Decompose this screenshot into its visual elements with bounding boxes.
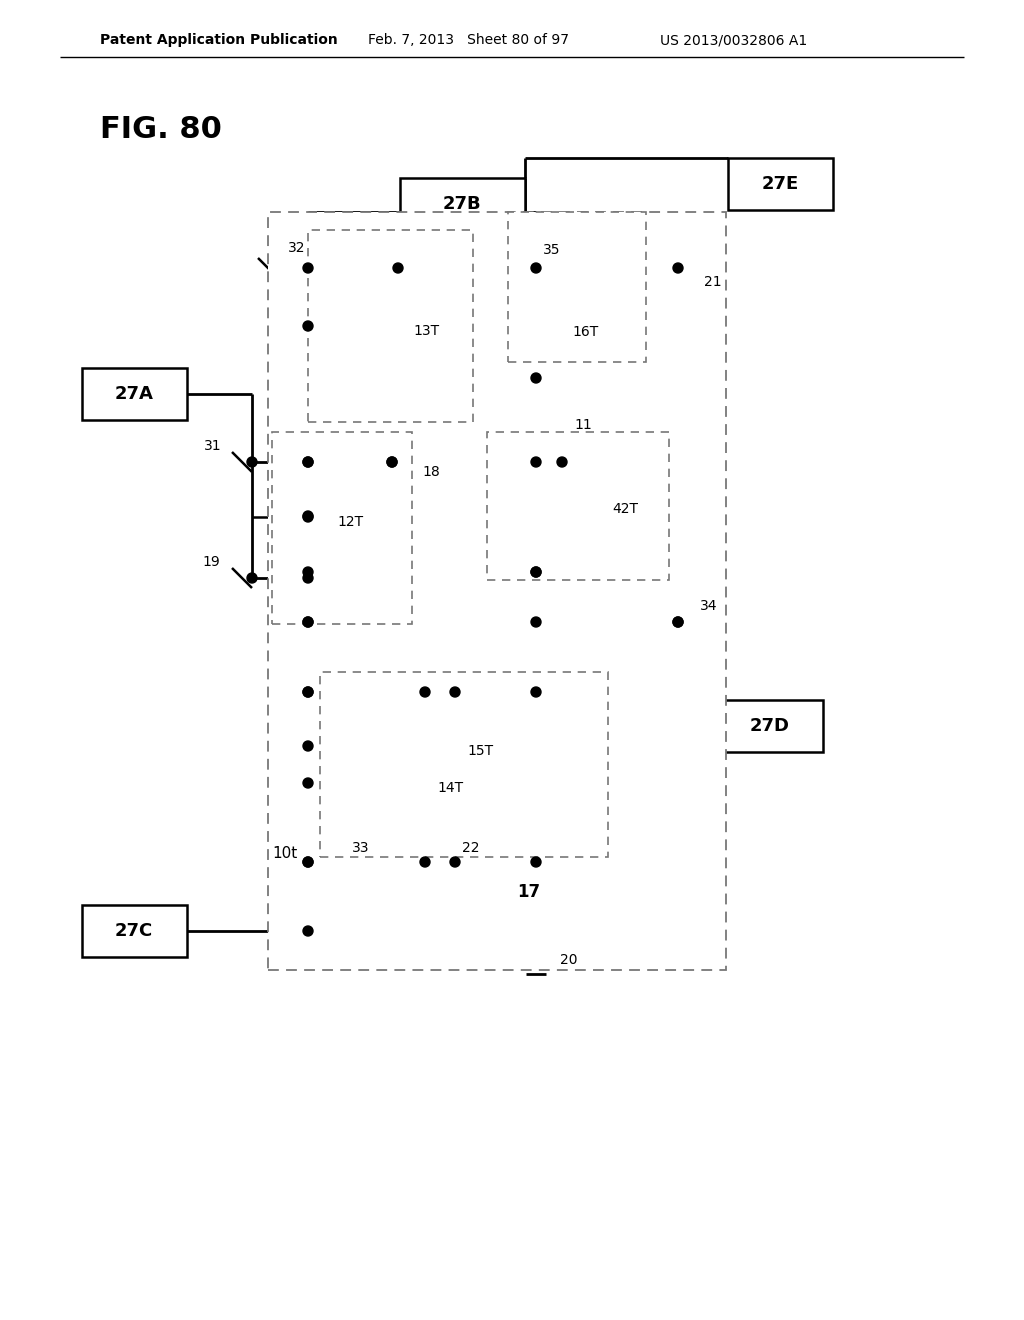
Text: 27E: 27E: [762, 176, 799, 193]
Text: 13T: 13T: [413, 323, 439, 338]
Bar: [508, 213, 646, 362]
Circle shape: [531, 686, 541, 697]
Text: 33: 33: [352, 841, 370, 855]
Text: 11: 11: [574, 418, 592, 432]
Circle shape: [531, 457, 541, 467]
Circle shape: [303, 568, 313, 577]
Bar: [400, 178, 525, 230]
Circle shape: [531, 374, 541, 383]
Circle shape: [531, 568, 541, 577]
Text: US 2013/0032806 A1: US 2013/0032806 A1: [660, 33, 807, 48]
Circle shape: [557, 457, 567, 467]
Circle shape: [673, 616, 683, 627]
Text: 16T: 16T: [572, 325, 598, 339]
Text: 42T: 42T: [612, 502, 638, 516]
Text: 32: 32: [288, 242, 305, 255]
Bar: [272, 432, 412, 624]
Circle shape: [450, 686, 460, 697]
Circle shape: [303, 686, 313, 697]
Bar: [718, 700, 823, 752]
Text: Feb. 7, 2013   Sheet 80 of 97: Feb. 7, 2013 Sheet 80 of 97: [368, 33, 569, 48]
Circle shape: [420, 857, 430, 867]
Circle shape: [303, 512, 313, 521]
Circle shape: [531, 616, 541, 627]
Text: 17: 17: [517, 883, 541, 902]
Text: 19: 19: [203, 554, 220, 569]
Circle shape: [531, 857, 541, 867]
Text: 18: 18: [422, 465, 439, 479]
Circle shape: [303, 686, 313, 697]
Circle shape: [303, 857, 313, 867]
Circle shape: [303, 457, 313, 467]
Circle shape: [303, 616, 313, 627]
Circle shape: [303, 511, 313, 521]
Text: 21: 21: [705, 275, 722, 289]
Circle shape: [303, 857, 313, 867]
Text: 14T: 14T: [437, 781, 463, 795]
Circle shape: [303, 457, 313, 467]
Circle shape: [247, 457, 257, 467]
Circle shape: [531, 568, 541, 577]
Circle shape: [387, 457, 397, 467]
Circle shape: [673, 263, 683, 273]
Text: 20: 20: [560, 953, 578, 968]
Text: FIG. 80: FIG. 80: [100, 116, 222, 144]
Text: 22: 22: [462, 841, 479, 855]
Circle shape: [303, 741, 313, 751]
Circle shape: [247, 573, 257, 583]
Bar: [488, 873, 570, 912]
Bar: [487, 432, 669, 579]
Text: 10t: 10t: [272, 846, 297, 861]
Bar: [268, 213, 726, 970]
Text: 15T: 15T: [467, 744, 494, 758]
Bar: [82, 906, 187, 957]
Text: 35: 35: [543, 243, 560, 257]
Circle shape: [387, 457, 397, 467]
Circle shape: [393, 263, 403, 273]
Bar: [308, 230, 473, 422]
Circle shape: [531, 263, 541, 273]
Bar: [82, 368, 187, 420]
Circle shape: [450, 857, 460, 867]
Text: 12T: 12T: [337, 515, 364, 529]
Circle shape: [303, 321, 313, 331]
Circle shape: [303, 927, 313, 936]
Circle shape: [303, 263, 313, 273]
Text: 27D: 27D: [750, 717, 790, 735]
Text: 27B: 27B: [442, 195, 481, 213]
Circle shape: [420, 686, 430, 697]
Circle shape: [303, 573, 313, 583]
Circle shape: [673, 616, 683, 627]
Text: Patent Application Publication: Patent Application Publication: [100, 33, 338, 48]
Bar: [728, 158, 833, 210]
Text: 27A: 27A: [115, 385, 154, 403]
Bar: [319, 672, 608, 857]
Circle shape: [303, 777, 313, 788]
Circle shape: [303, 616, 313, 627]
Text: 31: 31: [205, 440, 222, 453]
Text: 34: 34: [700, 599, 718, 612]
Text: 27C: 27C: [115, 921, 154, 940]
